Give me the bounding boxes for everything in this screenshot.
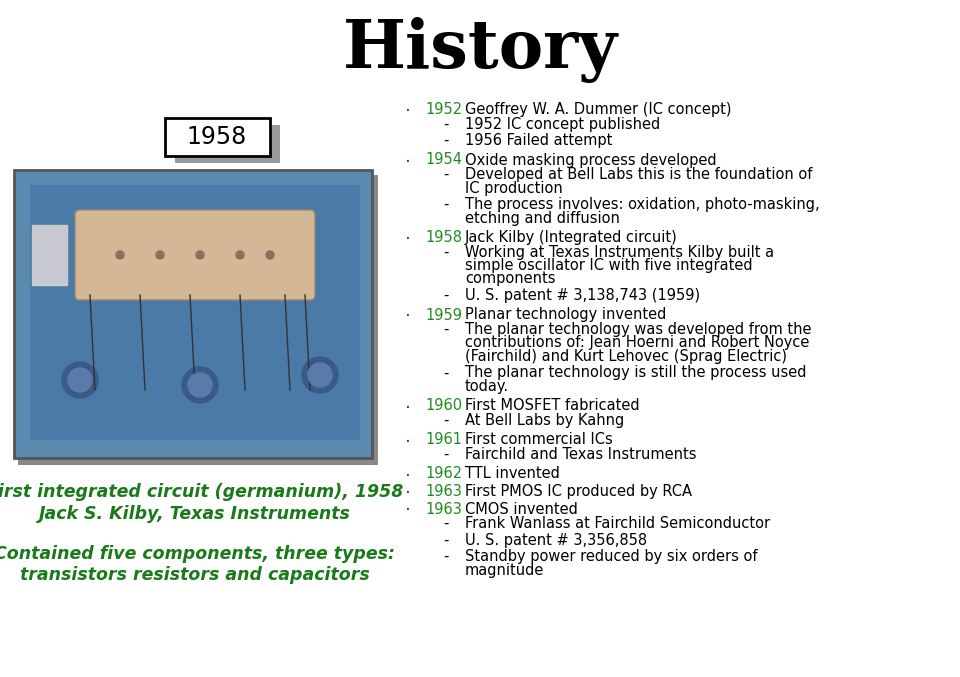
Text: -: - <box>444 516 448 531</box>
Text: -: - <box>444 366 448 380</box>
Text: etching and diffusion: etching and diffusion <box>465 211 620 225</box>
Text: First PMOS IC produced by RCA: First PMOS IC produced by RCA <box>465 484 692 499</box>
FancyBboxPatch shape <box>75 210 315 300</box>
Text: ·: · <box>405 484 411 503</box>
Bar <box>18 175 378 465</box>
Text: 1952: 1952 <box>425 102 462 117</box>
Text: ·: · <box>405 102 411 121</box>
Text: Jack Kilby (Integrated circuit): Jack Kilby (Integrated circuit) <box>465 230 678 245</box>
Circle shape <box>62 362 98 398</box>
Text: TTL invented: TTL invented <box>465 466 560 481</box>
Bar <box>32 225 67 285</box>
Bar <box>175 125 280 163</box>
Text: Geoffrey W. A. Dummer (IC concept): Geoffrey W. A. Dummer (IC concept) <box>465 102 732 117</box>
Text: simple oscillator IC with five integrated: simple oscillator IC with five integrate… <box>465 258 753 273</box>
Text: ·: · <box>405 466 411 485</box>
Text: components: components <box>465 271 556 286</box>
Text: Developed at Bell Labs this is the foundation of: Developed at Bell Labs this is the found… <box>465 167 812 182</box>
Text: First commercial ICs: First commercial ICs <box>465 433 612 447</box>
Circle shape <box>266 251 274 259</box>
Text: Working at Texas Instruments Kilby built a: Working at Texas Instruments Kilby built… <box>465 244 774 259</box>
Text: 1959: 1959 <box>425 307 462 322</box>
Text: contributions of: Jean Hoerni and Robert Noyce: contributions of: Jean Hoerni and Robert… <box>465 336 809 351</box>
Text: -: - <box>444 447 448 462</box>
Text: ·: · <box>405 433 411 452</box>
Text: ·: · <box>405 152 411 171</box>
Text: CMOS invented: CMOS invented <box>465 502 578 517</box>
Text: -: - <box>444 167 448 182</box>
Text: ·: · <box>405 399 411 418</box>
Circle shape <box>182 367 218 403</box>
Text: -: - <box>444 133 448 148</box>
Text: 1956 Failed attempt: 1956 Failed attempt <box>465 133 612 148</box>
Circle shape <box>308 363 332 387</box>
Text: Jack S. Kilby, Texas Instruments: Jack S. Kilby, Texas Instruments <box>39 505 351 523</box>
Text: -: - <box>444 322 448 337</box>
Text: ·: · <box>405 230 411 249</box>
Text: 1952 IC concept published: 1952 IC concept published <box>465 116 660 131</box>
Text: Fairchild and Texas Instruments: Fairchild and Texas Instruments <box>465 447 697 462</box>
Text: 1963: 1963 <box>425 484 462 499</box>
Text: 1963: 1963 <box>425 502 462 517</box>
Text: -: - <box>444 116 448 131</box>
Text: The planar technology is still the process used: The planar technology is still the proce… <box>465 366 806 380</box>
Circle shape <box>196 251 204 259</box>
Text: 1961: 1961 <box>425 433 462 447</box>
Text: History: History <box>343 17 617 83</box>
Text: U. S. patent # 3,356,858: U. S. patent # 3,356,858 <box>465 533 647 548</box>
Circle shape <box>236 251 244 259</box>
Text: 1958: 1958 <box>425 230 462 245</box>
Text: First MOSFET fabricated: First MOSFET fabricated <box>465 399 639 414</box>
Text: The planar technology was developed from the: The planar technology was developed from… <box>465 322 811 337</box>
Text: IC production: IC production <box>465 181 563 196</box>
Text: The process involves: oxidation, photo-masking,: The process involves: oxidation, photo-m… <box>465 197 820 212</box>
Circle shape <box>302 357 338 393</box>
Text: First integrated circuit (germanium), 1958: First integrated circuit (germanium), 19… <box>0 483 404 501</box>
Text: 1954: 1954 <box>425 152 462 167</box>
Text: Frank Wanlass at Fairchild Semiconductor: Frank Wanlass at Fairchild Semiconductor <box>465 516 770 531</box>
Circle shape <box>68 368 92 392</box>
Text: (Fairchild) and Kurt Lehovec (Sprag Electric): (Fairchild) and Kurt Lehovec (Sprag Elec… <box>465 349 787 364</box>
Text: transistors resistors and capacitors: transistors resistors and capacitors <box>20 566 370 584</box>
Text: -: - <box>444 549 448 564</box>
Text: ·: · <box>405 307 411 326</box>
Circle shape <box>188 373 212 397</box>
Text: Planar technology invented: Planar technology invented <box>465 307 666 322</box>
Text: 1962: 1962 <box>425 466 462 481</box>
Text: -: - <box>444 288 448 303</box>
Text: -: - <box>444 413 448 428</box>
Text: Contained five components, three types:: Contained five components, three types: <box>0 545 396 563</box>
Bar <box>165 118 270 156</box>
Text: At Bell Labs by Kahng: At Bell Labs by Kahng <box>465 413 624 428</box>
Bar <box>30 185 360 440</box>
Text: ·: · <box>405 502 411 521</box>
Text: U. S. patent # 3,138,743 (1959): U. S. patent # 3,138,743 (1959) <box>465 288 700 303</box>
Text: -: - <box>444 244 448 259</box>
Text: 1960: 1960 <box>425 399 462 414</box>
Text: Standby power reduced by six orders of: Standby power reduced by six orders of <box>465 549 757 564</box>
Bar <box>14 170 372 458</box>
Text: Oxide masking process developed: Oxide masking process developed <box>465 152 716 167</box>
Text: 1958: 1958 <box>187 125 247 149</box>
Circle shape <box>156 251 164 259</box>
Text: -: - <box>444 533 448 548</box>
Text: magnitude: magnitude <box>465 563 544 577</box>
Circle shape <box>116 251 124 259</box>
Text: today.: today. <box>465 379 509 394</box>
Text: -: - <box>444 197 448 212</box>
